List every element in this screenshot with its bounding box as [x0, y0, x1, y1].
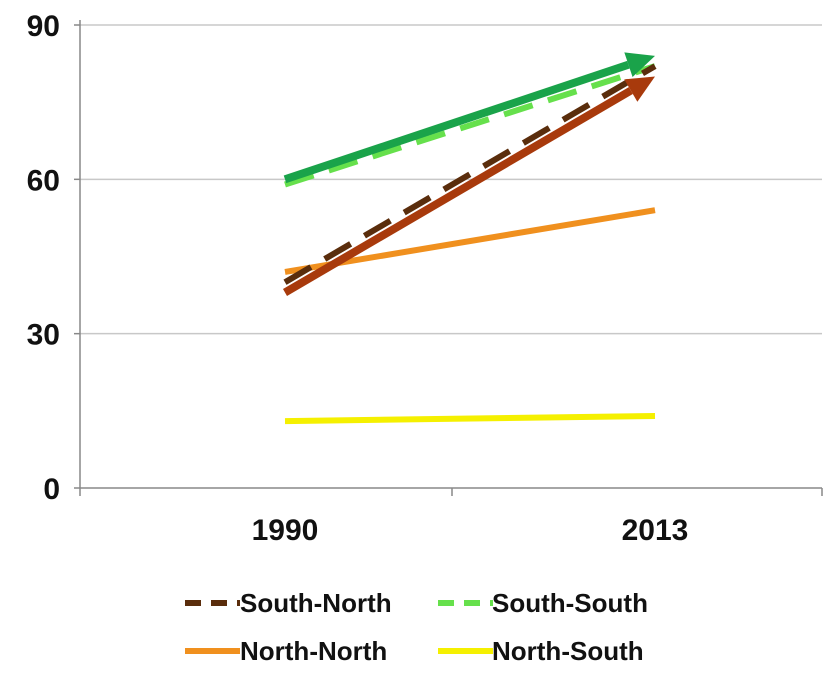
gridlines: [80, 24, 822, 335]
y-tick-label: 90: [27, 10, 60, 43]
series-lines: [283, 63, 657, 425]
legend-label-north-north: North-North: [240, 636, 387, 666]
series-line-north-south: [284, 412, 656, 425]
series-line-north-north: [284, 207, 656, 275]
trend-arrowhead: [624, 76, 655, 102]
legend-label-south-north: South-North: [240, 588, 392, 618]
trend-arrows: [282, 52, 655, 296]
trend-arrow-shaft: [283, 60, 630, 184]
y-tick-label: 60: [27, 164, 60, 197]
legend-label-south-south: South-South: [492, 588, 648, 618]
legend-label-north-south: North-South: [492, 636, 644, 666]
trend-arrowhead: [624, 52, 655, 78]
x-tick-label: 1990: [252, 514, 319, 547]
series-line-south-north: [283, 63, 657, 285]
y-tick-label: 30: [27, 319, 60, 352]
x-tick-label: 2013: [622, 514, 689, 547]
axes: [74, 20, 823, 496]
y-tick-labels: 0 30 60 90: [27, 10, 60, 506]
series-line-south-south: [284, 63, 656, 188]
y-tick-label: 0: [43, 473, 60, 506]
x-tick-labels: 1990 2013: [252, 514, 689, 547]
legend: South-North South-South North-North North-S…: [185, 588, 648, 666]
trend-arrow-shaft: [282, 87, 633, 296]
